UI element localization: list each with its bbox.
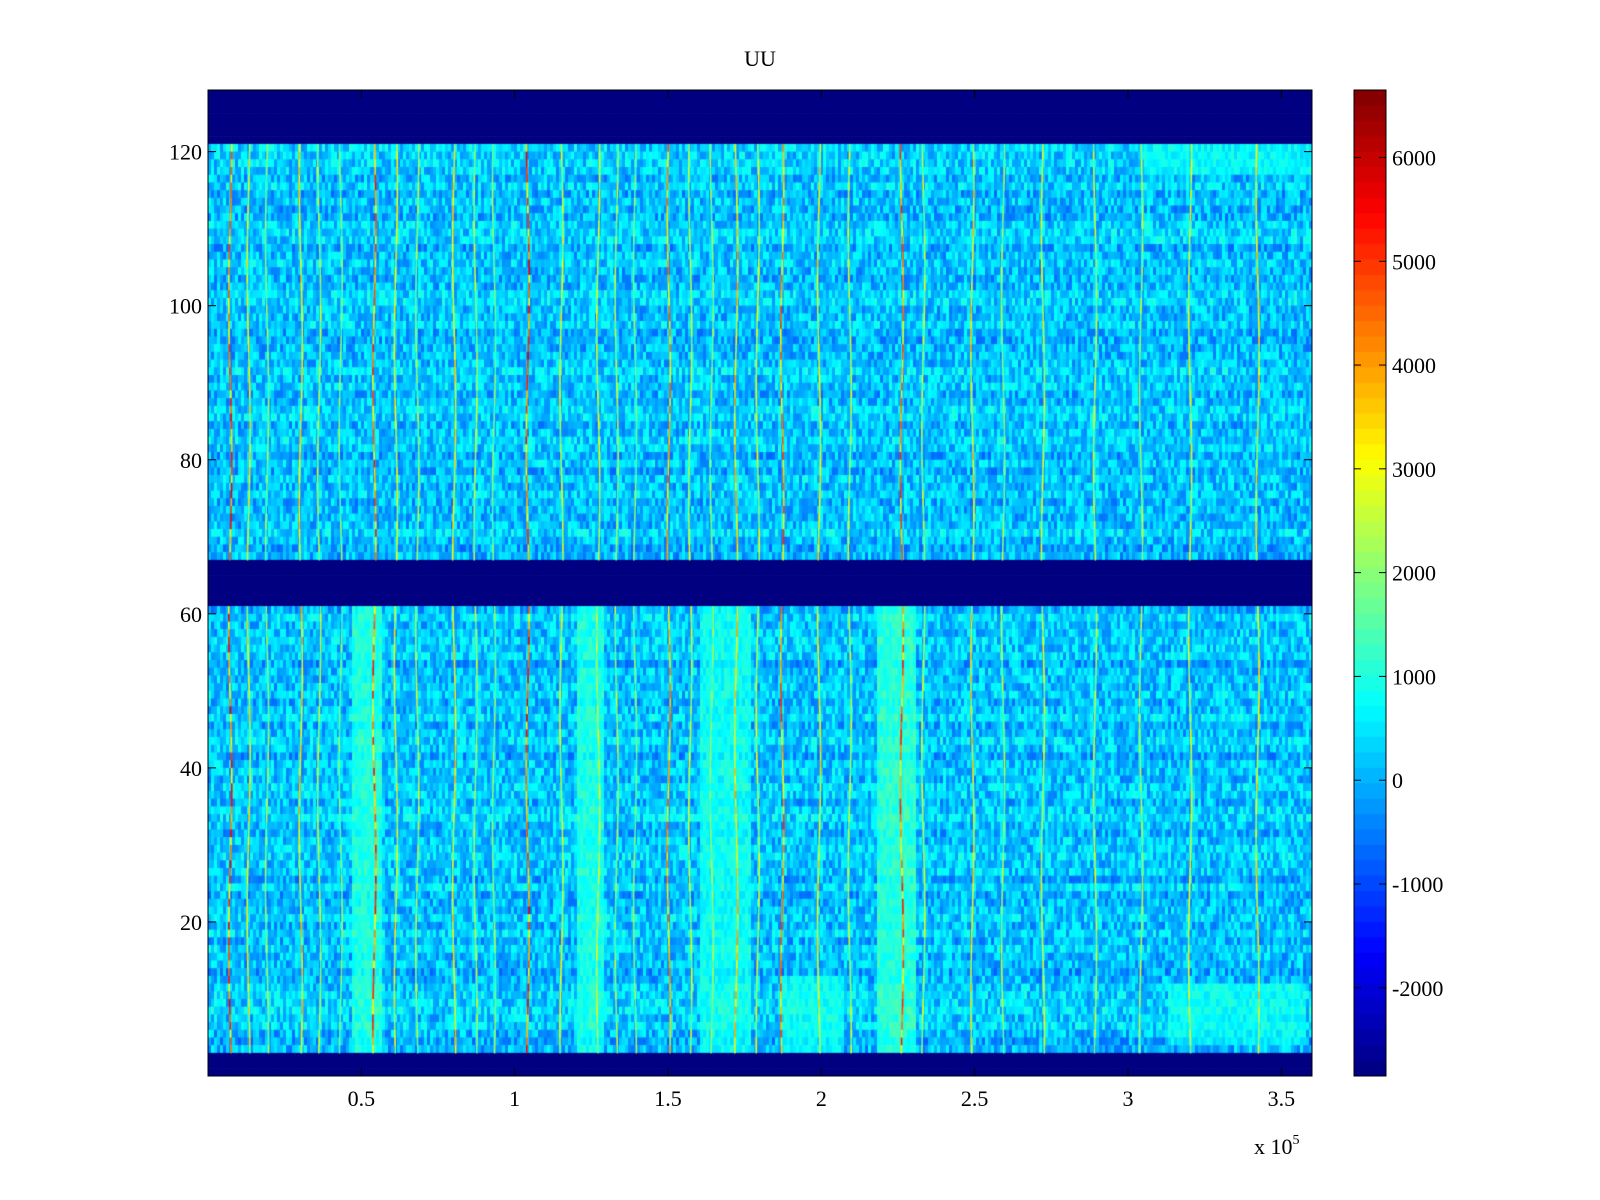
x-multiplier-exponent: 5 bbox=[1293, 1133, 1300, 1148]
x-tick-label: 0.5 bbox=[348, 1086, 376, 1111]
colorbar-tick-label: 5000 bbox=[1392, 249, 1436, 274]
x-axis-multiplier: x 105 bbox=[1254, 1133, 1300, 1159]
x-tick-label: 3 bbox=[1123, 1086, 1134, 1111]
y-tick-label: 60 bbox=[180, 602, 202, 627]
colorbar-tick-label: 2000 bbox=[1392, 561, 1436, 586]
y-tick-label: 40 bbox=[180, 756, 202, 781]
svg-text:x 105: x 105 bbox=[1254, 1133, 1300, 1159]
colorbar-ticks: -2000 -1000 0 1000 2000 3000 4000 5000 6000 bbox=[1354, 145, 1443, 1001]
plot-frame bbox=[207, 89, 1313, 1077]
colorbar-tick-label: 4000 bbox=[1392, 353, 1436, 378]
colorbar-tick-label: 6000 bbox=[1392, 145, 1436, 170]
colorbar-tick-label: -1000 bbox=[1392, 872, 1443, 897]
colorbar-tick-label: 1000 bbox=[1392, 664, 1436, 689]
x-tick-label: 2.5 bbox=[961, 1086, 989, 1111]
x-tick-label: 1.5 bbox=[654, 1086, 682, 1111]
x-tick-label: 3.5 bbox=[1268, 1086, 1296, 1111]
y-axis: 20 40 60 80 100 120 bbox=[169, 140, 1312, 935]
x-multiplier-base: x 10 bbox=[1254, 1134, 1293, 1159]
colorbar-tick-label: -2000 bbox=[1392, 976, 1443, 1001]
y-tick-label: 20 bbox=[180, 910, 202, 935]
y-tick-label: 120 bbox=[169, 140, 202, 165]
colorbar-tick-label: 0 bbox=[1392, 768, 1403, 793]
colorbar-gradient bbox=[1354, 90, 1386, 1076]
x-axis: 0.5 1 1.5 2 2.5 3 3.5 bbox=[348, 90, 1296, 1111]
plot-area bbox=[207, 89, 1313, 1077]
colorbar-tick-label: 3000 bbox=[1392, 457, 1436, 482]
y-tick-label: 80 bbox=[180, 448, 202, 473]
colorbar: -2000 -1000 0 1000 2000 3000 4000 5000 6000 bbox=[1353, 89, 1443, 1077]
heatmap-image bbox=[208, 90, 1312, 1076]
x-tick-label: 2 bbox=[816, 1086, 827, 1111]
chart-title: UU bbox=[744, 46, 776, 71]
y-tick-label: 100 bbox=[169, 294, 202, 319]
colorbar-frame bbox=[1353, 89, 1387, 1077]
x-tick-label: 1 bbox=[509, 1086, 520, 1111]
